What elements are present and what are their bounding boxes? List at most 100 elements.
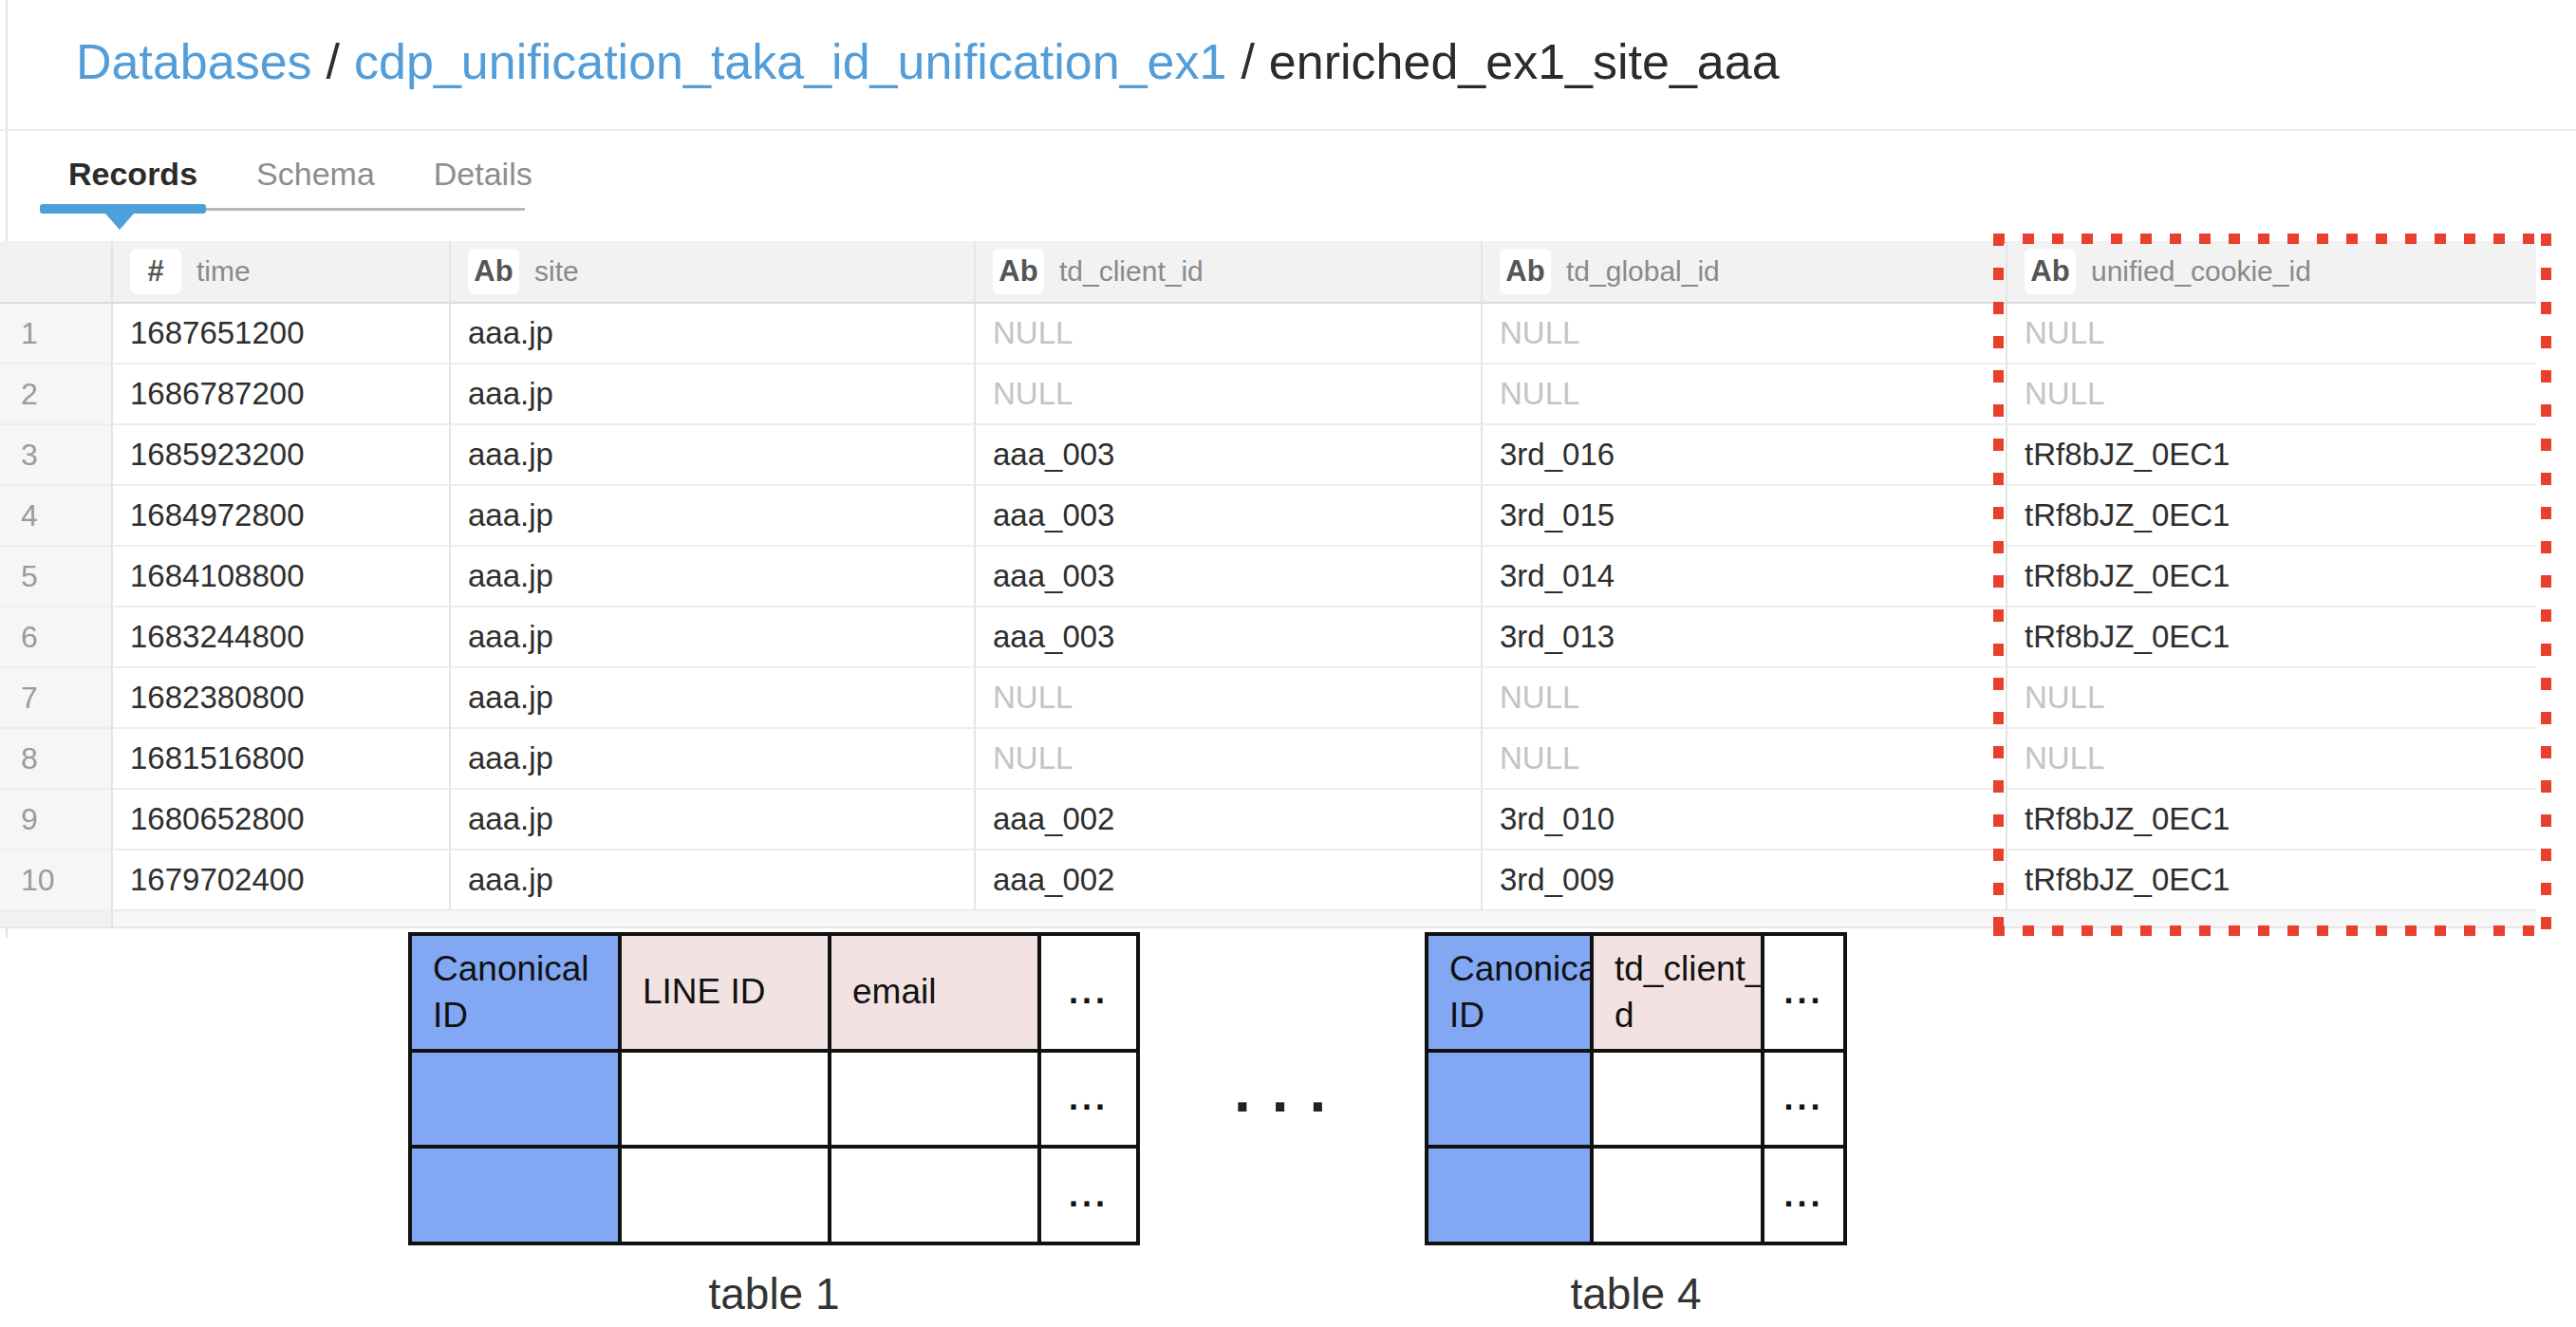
breadcrumb-link-databases[interactable]: Databases (76, 32, 312, 91)
column-header-site: Ab site (449, 241, 974, 304)
active-tab-indicator (40, 204, 206, 214)
diagram-caption-table-4: table 4 (1425, 1268, 1847, 1319)
table-cell: NULL (1481, 364, 2006, 425)
table-cell: NULL (2006, 668, 2536, 729)
table-cell: NULL (2006, 729, 2536, 790)
string-type-icon: Ab (1500, 249, 1551, 294)
table-row: 81681516800aaa.jpNULLNULLNULL (0, 729, 2536, 790)
page: Databases / cdp_unification_taka_id_unif… (0, 0, 2576, 1327)
diagram-table-4: Canonical IDtd_client_i d......... (1425, 932, 1847, 1245)
diagram-cell (622, 1053, 828, 1145)
breadcrumb-separator: / (327, 32, 340, 91)
table-cell: 1681516800 (111, 729, 449, 790)
row-number: 3 (0, 425, 111, 486)
table-cell: NULL (1481, 304, 2006, 364)
table-cell: aaa_002 (974, 790, 1481, 850)
row-number: 2 (0, 364, 111, 425)
table-cell: 3rd_009 (1481, 850, 2006, 911)
table-cell: 1683244800 (111, 607, 449, 668)
numeric-type-icon: # (130, 249, 181, 294)
table-cell: 3rd_014 (1481, 547, 2006, 607)
table-cell: 1684972800 (111, 486, 449, 547)
column-name: time (196, 255, 251, 288)
table-cell: aaa.jp (449, 729, 974, 790)
table-cell: 1682380800 (111, 668, 449, 729)
table-cell: 3rd_010 (1481, 790, 2006, 850)
table-cell: tRf8bJZ_0EC1 (2006, 790, 2536, 850)
table-cell: 1679702400 (111, 850, 449, 911)
table-cell: aaa.jp (449, 607, 974, 668)
row-number-header (0, 241, 111, 304)
clipped-row (0, 911, 2536, 928)
table-cell: NULL (1481, 729, 2006, 790)
table-row: 91680652800aaa.jpaaa_0023rd_010tRf8bJZ_0… (0, 790, 2536, 850)
table-cell: aaa.jp (449, 425, 974, 486)
table-cell: NULL (974, 304, 1481, 364)
tab-schema[interactable]: Schema (254, 156, 377, 193)
diagram-cell (1594, 1053, 1761, 1145)
diagram-cell: email (831, 936, 1037, 1049)
table-row: 71682380800aaa.jpNULLNULLNULL (0, 668, 2536, 729)
table-cell: aaa.jp (449, 547, 974, 607)
column-name: unified_cookie_id (2091, 255, 2311, 288)
table-cell: aaa_002 (974, 850, 1481, 911)
diagram-cell (1594, 1149, 1761, 1242)
table-row: 31685923200aaa.jpaaa_0033rd_016tRf8bJZ_0… (0, 425, 2536, 486)
row-number: 4 (0, 486, 111, 547)
diagram-cell (412, 1053, 618, 1145)
table-cell: aaa.jp (449, 850, 974, 911)
diagram-cell: ... (1041, 1053, 1136, 1145)
table-row: 41684972800aaa.jpaaa_0033rd_015tRf8bJZ_0… (0, 486, 2536, 547)
table-row: 51684108800aaa.jpaaa_0033rd_014tRf8bJZ_0… (0, 547, 2536, 607)
diagram-cell (831, 1053, 1037, 1145)
diagram-cell: Canonical ID (1428, 936, 1590, 1049)
table-cell: 3rd_016 (1481, 425, 2006, 486)
string-type-icon: Ab (993, 249, 1044, 294)
row-number: 10 (0, 850, 111, 911)
table-row: 21686787200aaa.jpNULLNULLNULL (0, 364, 2536, 425)
table-cell: 1687651200 (111, 304, 449, 364)
table-cell: aaa.jp (449, 304, 974, 364)
table-cell: tRf8bJZ_0EC1 (2006, 486, 2536, 547)
table-cell: 1680652800 (111, 790, 449, 850)
row-number: 5 (0, 547, 111, 607)
table-cell: aaa_003 (974, 607, 1481, 668)
table-body[interactable]: 11687651200aaa.jpNULLNULLNULL21686787200… (0, 304, 2536, 911)
table-row: 101679702400aaa.jpaaa_0023rd_009tRf8bJZ_… (0, 850, 2536, 911)
table-cell: aaa.jp (449, 790, 974, 850)
table-cell: aaa.jp (449, 364, 974, 425)
diagram-cell: ... (1764, 1053, 1843, 1145)
string-type-icon: Ab (468, 249, 519, 294)
diagram-cell (831, 1149, 1037, 1242)
diagram-cell (1428, 1053, 1590, 1145)
string-type-icon: Ab (2025, 249, 2076, 294)
diagram-ellipsis-separator: ... (1234, 1056, 1347, 1126)
active-tab-caret-icon (105, 214, 134, 230)
tab-records[interactable]: Records (66, 156, 199, 193)
table-cell: NULL (2006, 304, 2536, 364)
tab-details[interactable]: Details (432, 156, 534, 193)
table-cell: aaa_003 (974, 425, 1481, 486)
diagram-cell: ... (1764, 1149, 1843, 1242)
diagram-cell (412, 1149, 618, 1242)
table-cell: NULL (1481, 668, 2006, 729)
annotation-box-edge (2541, 234, 2551, 936)
table-cell: 1684108800 (111, 547, 449, 607)
row-number: 9 (0, 790, 111, 850)
table-cell: NULL (974, 364, 1481, 425)
diagram-cell: ... (1041, 1149, 1136, 1242)
table-cell: 1686787200 (111, 364, 449, 425)
header-divider (0, 129, 2576, 131)
table-cell: tRf8bJZ_0EC1 (2006, 425, 2536, 486)
diagram-cell: ... (1764, 936, 1843, 1049)
column-name: td_global_id (1566, 255, 1720, 288)
table-cell: tRf8bJZ_0EC1 (2006, 850, 2536, 911)
table-header-row: # time Ab site Ab td_client_id Ab td_glo… (0, 241, 2536, 304)
breadcrumb-link-database-name[interactable]: cdp_unification_taka_id_unification_ex1 (354, 32, 1226, 91)
column-header-time: # time (111, 241, 449, 304)
breadcrumb-separator: / (1241, 32, 1254, 91)
table-cell: aaa_003 (974, 547, 1481, 607)
table-cell: tRf8bJZ_0EC1 (2006, 607, 2536, 668)
breadcrumb-current-table: enriched_ex1_site_aaa (1269, 32, 1780, 91)
diagram-table-1: Canonical IDLINE IDemail......... (408, 932, 1140, 1245)
